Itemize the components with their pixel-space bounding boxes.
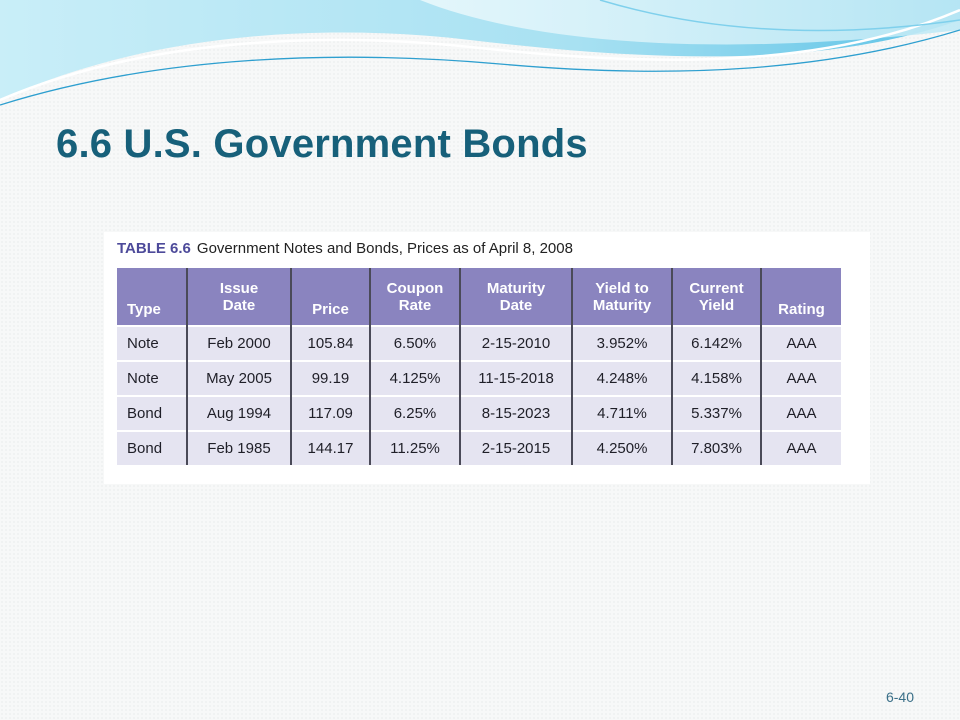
cell-price: 144.17 [291, 430, 371, 465]
table-caption-text: Government Notes and Bonds, Prices as of… [196, 240, 573, 257]
table-row: Note Feb 2000 105.84 6.50% 2-15-2010 3.9… [117, 325, 841, 361]
cell-type: Note [117, 360, 188, 396]
header-price: Price [291, 268, 371, 326]
cell-maturity-date: 2-15-2015 [460, 430, 573, 465]
cell-coupon-rate: 6.50% [370, 325, 461, 361]
cell-coupon-rate: 11.25% [370, 430, 461, 465]
header-current-yield: Current Yield [672, 268, 762, 326]
header-issue-date: Issue Date [187, 268, 292, 326]
header-rating: Rating [761, 268, 841, 326]
bond-table-panel: TABLE 6.6 Government Notes and Bonds, Pri… [104, 232, 870, 484]
cell-rating: AAA [761, 430, 841, 465]
cell-type: Bond [117, 430, 188, 465]
cell-rating: AAA [761, 395, 841, 431]
cell-maturity-date: 2-15-2010 [460, 325, 573, 361]
cell-yield-to-maturity: 4.250% [572, 430, 673, 465]
cell-maturity-date: 11-15-2018 [460, 360, 573, 396]
cell-coupon-rate: 4.125% [370, 360, 461, 396]
table-row: Bond Aug 1994 117.09 6.25% 8-15-2023 4.7… [117, 395, 841, 431]
cell-price: 117.09 [291, 395, 371, 431]
cell-current-yield: 4.158% [672, 360, 762, 396]
cell-current-yield: 5.337% [672, 395, 762, 431]
cell-price: 105.84 [291, 325, 371, 361]
table-row: Note May 2005 99.19 4.125% 11-15-2018 4.… [117, 360, 841, 396]
cell-coupon-rate: 6.25% [370, 395, 461, 431]
cell-issue-date: Aug 1994 [187, 395, 292, 431]
cell-current-yield: 7.803% [672, 430, 762, 465]
cell-maturity-date: 8-15-2023 [460, 395, 573, 431]
cell-type: Note [117, 325, 188, 361]
header-coupon-rate: Coupon Rate [370, 268, 461, 326]
header-type: Type [117, 268, 188, 326]
table-header-row: Type Issue Date Price Coupon Rate Maturity… [117, 268, 841, 326]
table-label: TABLE 6.6 [117, 240, 191, 257]
cell-rating: AAA [761, 360, 841, 396]
cell-rating: AAA [761, 325, 841, 361]
cell-issue-date: Feb 1985 [187, 430, 292, 465]
cell-current-yield: 6.142% [672, 325, 762, 361]
page-number: 6-40 [885, 689, 914, 705]
cell-type: Bond [117, 395, 188, 431]
slide-title: 6.6 U.S. Government Bonds [56, 122, 588, 166]
cell-yield-to-maturity: 4.711% [572, 395, 673, 431]
bond-table: Type Issue Date Price Coupon Rate Maturity… [117, 268, 841, 465]
cell-issue-date: May 2005 [187, 360, 292, 396]
cell-price: 99.19 [291, 360, 371, 396]
header-maturity-date: Maturity Date [460, 268, 573, 326]
header-yield-to-maturity: Yield to Maturity [572, 268, 673, 326]
table-caption: TABLE 6.6 Government Notes and Bonds, Pri… [117, 240, 573, 257]
cell-yield-to-maturity: 3.952% [572, 325, 673, 361]
cell-issue-date: Feb 2000 [187, 325, 292, 361]
table-row: Bond Feb 1985 144.17 11.25% 2-15-2015 4.… [117, 430, 841, 465]
cell-yield-to-maturity: 4.248% [572, 360, 673, 396]
decorative-waves [0, 0, 960, 106]
